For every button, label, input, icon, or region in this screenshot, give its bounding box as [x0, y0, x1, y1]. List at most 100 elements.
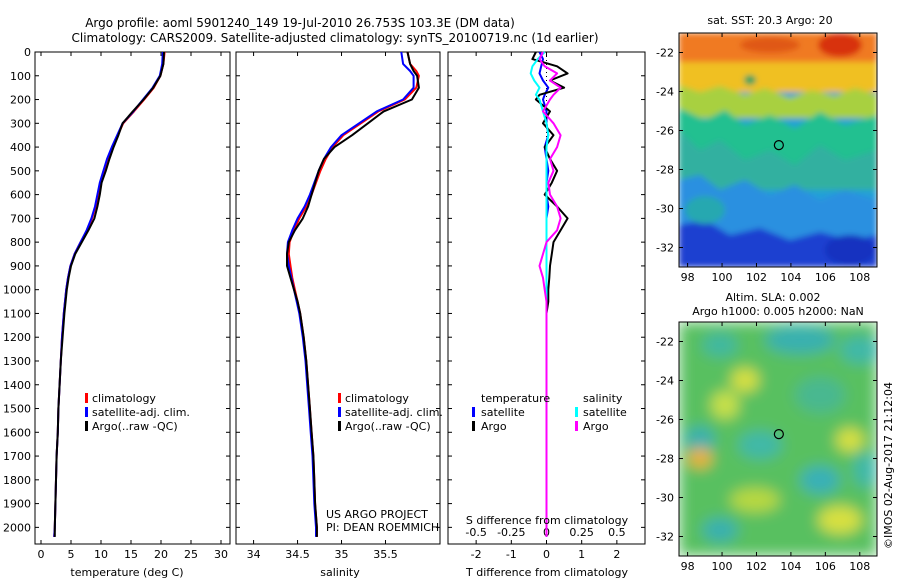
title-line-2: Climatology: CARS2009. Satellite-adjuste…	[71, 31, 598, 45]
legend-swatch-climatology	[85, 393, 88, 403]
sal-x-tick-label: 34	[247, 548, 261, 561]
temp-x-tick-label: 20	[154, 548, 168, 561]
credit-label: ©IMOS 02-Aug-2017 21:12:04	[882, 382, 895, 549]
diff-top-tick-label: -0.5	[465, 526, 486, 539]
legend-swatch-climatology	[338, 393, 341, 403]
diff-x-tick-label: 2	[613, 548, 620, 561]
legend-satellite: satellite-adj. clim.	[345, 406, 443, 419]
legend-swatch-s-argo	[575, 421, 578, 431]
sal-x-tick-label: 35	[335, 548, 349, 561]
diff-top-tick-label: 0.5	[608, 526, 626, 539]
legend-swatch-argo	[338, 421, 341, 431]
depth-tick-label: 100	[10, 70, 31, 83]
legend-t-argo: Argo	[481, 420, 507, 433]
temperature-x-label: temperature (deg C)	[70, 566, 183, 579]
salinity-x-label: salinity	[320, 566, 360, 579]
depth-tick-label: 1600	[3, 426, 31, 439]
diff-x-tick-label: -1	[506, 548, 517, 561]
depth-tick-label: 400	[10, 141, 31, 154]
depth-tick-label: 1900	[3, 498, 31, 511]
sla-map-frame	[678, 321, 878, 557]
depth-tick-label: 1700	[3, 450, 31, 463]
diff-series-salinity-argo	[538, 51, 562, 537]
map-lat-label: -30	[656, 492, 674, 505]
legend-swatch-satellite	[338, 407, 341, 417]
depth-tick-label: 1100	[3, 307, 31, 320]
depth-tick-label: 1300	[3, 355, 31, 368]
map-lon-label: 100	[712, 560, 733, 573]
legend-climatology: climatology	[345, 392, 409, 405]
map-lon-label: 108	[849, 271, 870, 284]
depth-tick-label: 1000	[3, 284, 31, 297]
legend-swatch-satellite	[85, 407, 88, 417]
map-lon-label: 104	[780, 271, 801, 284]
diff-top-tick-label: 0.25	[569, 526, 594, 539]
diff-x-tick-label: -2	[471, 548, 482, 561]
sla-map-title-2: Argo h1000: 0.005 h2000: NaN	[692, 305, 864, 318]
map-lat-label: -22	[656, 47, 674, 60]
depth-tick-label: 800	[10, 236, 31, 249]
temp-x-tick-label: 10	[94, 548, 108, 561]
sst-map-axes: 98 100 102 104 106 108 -22 -24 -26 -28 -30 -32	[656, 33, 877, 284]
depth-tick-label: 600	[10, 189, 31, 202]
legend-s-argo: Argo	[583, 420, 609, 433]
legend-t-satellite: satellite	[481, 406, 525, 419]
depth-tick-label: 1200	[3, 331, 31, 344]
legend-swatch-argo	[85, 421, 88, 431]
temp-x-tick-label: 5	[68, 548, 75, 561]
temp-series-argo-raw-qc-	[53, 51, 165, 537]
map-lat-label: -32	[656, 531, 674, 544]
map-lon-label: 106	[815, 271, 836, 284]
map-lat-label: -28	[656, 164, 674, 177]
legend-s-satellite: satellite	[583, 406, 627, 419]
sst-map-frame	[678, 32, 878, 268]
sal-x-tick-label: 35.5	[373, 548, 398, 561]
map-lat-label: -24	[656, 86, 674, 99]
salinity-legend: climatology satellite-adj. clim. Argo(..…	[338, 392, 443, 433]
diff-x-tick-label: 0	[543, 548, 550, 561]
sla-map-axes: 98 100 102 104 106 108 -22 -24 -26 -28 -30 -32	[656, 322, 877, 573]
salinity-panel: 34 34.5 35 35.5	[235, 51, 441, 561]
map-lat-label: -24	[656, 375, 674, 388]
map-lat-label: -28	[656, 453, 674, 466]
diff-x-label: T difference from climatology	[465, 566, 628, 579]
map-lon-label: 102	[746, 271, 767, 284]
legend-satellite: satellite-adj. clim.	[92, 406, 190, 419]
map-lon-label: 106	[815, 560, 836, 573]
depth-tick-label: 300	[10, 117, 31, 130]
depth-tick-label: 900	[10, 260, 31, 273]
temp-plot-frame	[34, 51, 231, 545]
temp-x-tick-label: 25	[184, 548, 198, 561]
difference-legend: temperature salinity satellite Argo sate…	[472, 392, 627, 433]
depth-tick-label: 1400	[3, 379, 31, 392]
depth-tick-label: 2000	[3, 521, 31, 534]
map-lat-label: -30	[656, 203, 674, 216]
temperature-legend: climatology satellite-adj. clim. Argo(..…	[85, 392, 190, 433]
diff-top-x-label: S difference from climatology	[466, 514, 629, 527]
legend-salinity-title: salinity	[583, 392, 623, 405]
temp-x-tick-label: 30	[214, 548, 228, 561]
map-lon-label: 100	[712, 271, 733, 284]
sla-argo-marker	[773, 429, 784, 440]
map-lat-label: -26	[656, 125, 674, 138]
map-lon-label: 104	[780, 560, 801, 573]
temperature-panel: 0100200300400500600700800900100011001200…	[3, 46, 231, 561]
legend-swatch-s-satellite	[575, 407, 578, 417]
legend-temperature-title: temperature	[481, 392, 550, 405]
legend-swatch-t-argo	[472, 421, 475, 431]
legend-argo: Argo(..raw -QC)	[92, 420, 178, 433]
map-lat-label: -22	[656, 336, 674, 349]
sal-x-tick-label: 34.5	[285, 548, 310, 561]
legend-climatology: climatology	[92, 392, 156, 405]
map-lon-label: 108	[849, 560, 870, 573]
sst-argo-marker	[773, 140, 784, 151]
depth-tick-label: 1800	[3, 474, 31, 487]
legend-swatch-t-satellite	[472, 407, 475, 417]
project-label: US ARGO PROJECT	[326, 508, 428, 521]
sal-plot-frame	[235, 51, 441, 545]
depth-tick-label: 1500	[3, 403, 31, 416]
sst-map-title: sat. SST: 20.3 Argo: 20	[707, 14, 832, 27]
map-lon-label: 102	[746, 560, 767, 573]
